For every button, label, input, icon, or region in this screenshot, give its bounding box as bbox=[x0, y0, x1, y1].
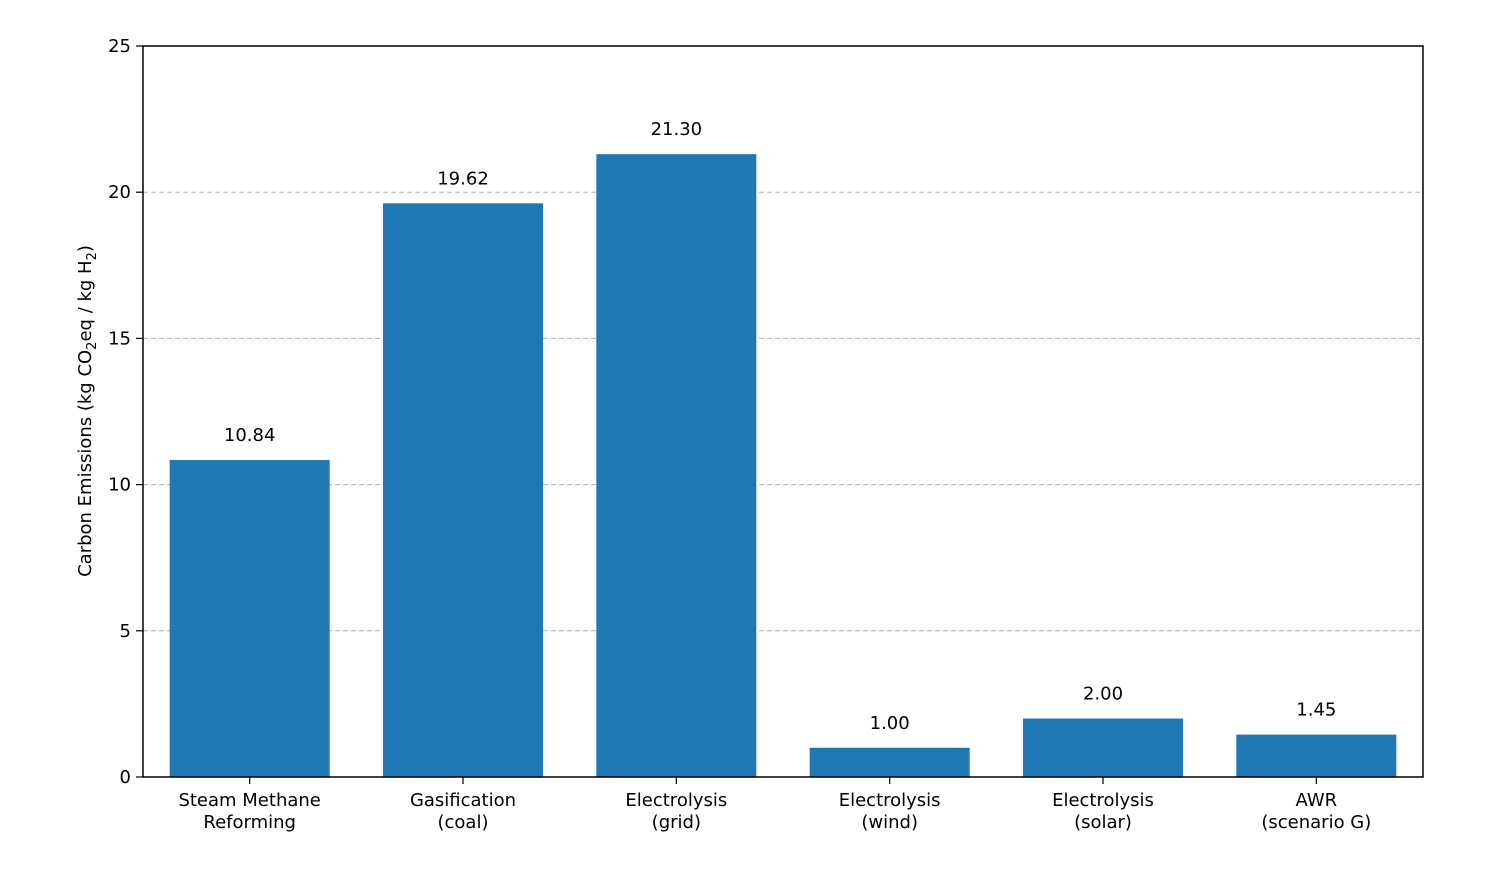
y-axis-label-sub1: 2 bbox=[85, 342, 100, 350]
y-axis-label: Carbon Emissions (kg CO2eq / kg H2) bbox=[75, 245, 100, 577]
x-tick-label: Reforming bbox=[203, 812, 296, 833]
y-tick-label: 5 bbox=[120, 621, 131, 642]
bar bbox=[596, 154, 757, 778]
x-tick-label: Electrolysis bbox=[625, 790, 727, 811]
x-tick-label: Electrolysis bbox=[1052, 790, 1154, 811]
bar bbox=[169, 460, 330, 777]
data-labels: 10.84 19.62 21.30 1.00 2.00 1.45 bbox=[224, 119, 1336, 734]
bars bbox=[169, 154, 1397, 778]
bar-value-label: 1.45 bbox=[1296, 700, 1336, 721]
gridlines bbox=[143, 191, 1423, 632]
y-tick-label: 10 bbox=[108, 475, 131, 496]
x-tick-label: (coal) bbox=[438, 812, 489, 833]
x-tick-label: Electrolysis bbox=[839, 790, 941, 811]
bar bbox=[383, 203, 543, 777]
bar bbox=[809, 747, 970, 777]
y-tick-label: 15 bbox=[108, 328, 131, 349]
bar-value-label: 2.00 bbox=[1083, 684, 1123, 705]
bar-value-label: 10.84 bbox=[224, 425, 276, 446]
y-tick-label: 20 bbox=[108, 182, 131, 203]
y-tick-label: 0 bbox=[120, 767, 131, 788]
bar bbox=[1023, 718, 1183, 777]
x-tick-label: Gasification bbox=[410, 790, 516, 811]
x-tick-label: (scenario G) bbox=[1261, 812, 1371, 833]
y-axis-label-middle: eq / kg H bbox=[75, 260, 96, 341]
bar-value-label: 21.30 bbox=[651, 119, 703, 140]
x-tick-label: Steam Methane bbox=[178, 790, 320, 811]
x-tick-label: (grid) bbox=[652, 812, 701, 833]
bar-value-label: 19.62 bbox=[437, 168, 489, 189]
y-tick-label: 25 bbox=[108, 36, 131, 57]
x-tick-label: AWR bbox=[1296, 790, 1338, 811]
y-axis-ticks: 0 5 10 15 20 25 bbox=[108, 36, 143, 788]
x-tick-label: (solar) bbox=[1074, 812, 1132, 833]
plot-frame bbox=[142, 45, 1424, 778]
y-axis-label-prefix: Carbon Emissions (kg CO bbox=[75, 350, 96, 577]
bar bbox=[1236, 734, 1397, 777]
y-axis-label-sub2: 2 bbox=[85, 252, 100, 260]
bar-value-label: 1.00 bbox=[870, 713, 910, 734]
y-axis-label-suffix: ) bbox=[75, 245, 96, 252]
x-tick-label: (wind) bbox=[861, 812, 918, 833]
